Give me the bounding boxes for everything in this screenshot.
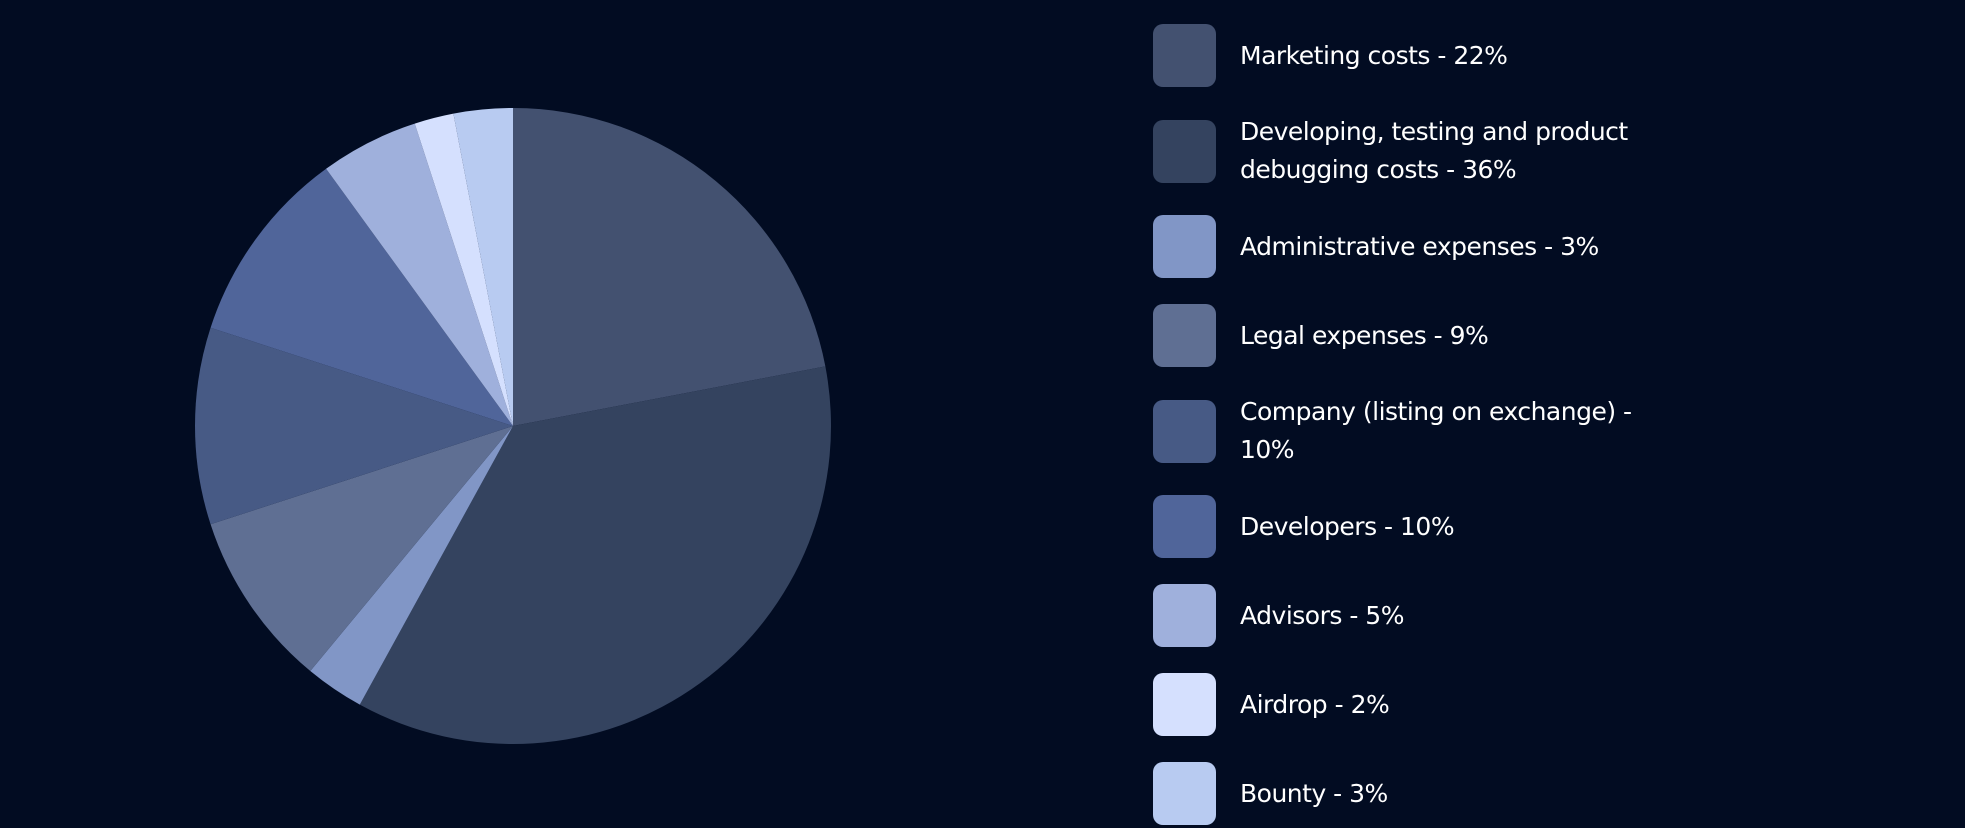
pie-slice <box>359 366 832 744</box>
pie-slice <box>453 108 513 426</box>
pie-slice <box>414 113 513 426</box>
legend: Marketing costs - 22% Developing, testing… <box>1153 24 1690 825</box>
legend-item: Company (listing on exchange) - 10% <box>1153 393 1690 469</box>
legend-label: Airdrop - 2% <box>1240 689 1390 719</box>
legend-swatch <box>1153 24 1216 87</box>
legend-swatch <box>1153 584 1216 647</box>
legend-swatch <box>1153 304 1216 367</box>
legend-item: Developers - 10% <box>1153 495 1690 558</box>
legend-label: Legal expenses - 9% <box>1240 320 1489 350</box>
pie-slice <box>326 123 513 426</box>
pie-slice <box>310 426 513 705</box>
legend-label: Bounty - 3% <box>1240 778 1388 808</box>
legend-swatch <box>1153 673 1216 736</box>
legend-item: Legal expenses - 9% <box>1153 304 1690 367</box>
pie-slice <box>210 168 513 426</box>
legend-label: Developing, testing and product debuggin… <box>1240 117 1628 184</box>
pie-slice <box>513 108 826 426</box>
legend-item: Administrative expenses - 3% <box>1153 215 1690 278</box>
legend-label: Company (listing on exchange) - 10% <box>1240 397 1632 464</box>
legend-swatch <box>1153 399 1216 463</box>
legend-item: Advisors - 5% <box>1153 584 1690 647</box>
legend-item: Developing, testing and product debuggin… <box>1153 113 1690 189</box>
legend-swatch <box>1153 119 1216 183</box>
legend-item: Bounty - 3% <box>1153 762 1690 825</box>
legend-label: Developers - 10% <box>1240 511 1455 541</box>
pie-slice <box>210 426 513 672</box>
legend-swatch <box>1153 215 1216 278</box>
legend-label: Advisors - 5% <box>1240 600 1404 630</box>
pie-chart <box>195 108 832 744</box>
legend-item: Marketing costs - 22% <box>1153 24 1690 87</box>
legend-label: Marketing costs - 22% <box>1240 40 1508 70</box>
legend-swatch <box>1153 495 1216 558</box>
pie-slice <box>195 327 514 525</box>
legend-label: Administrative expenses - 3% <box>1240 231 1599 261</box>
legend-swatch <box>1153 762 1216 825</box>
legend-item: Airdrop - 2% <box>1153 673 1690 736</box>
